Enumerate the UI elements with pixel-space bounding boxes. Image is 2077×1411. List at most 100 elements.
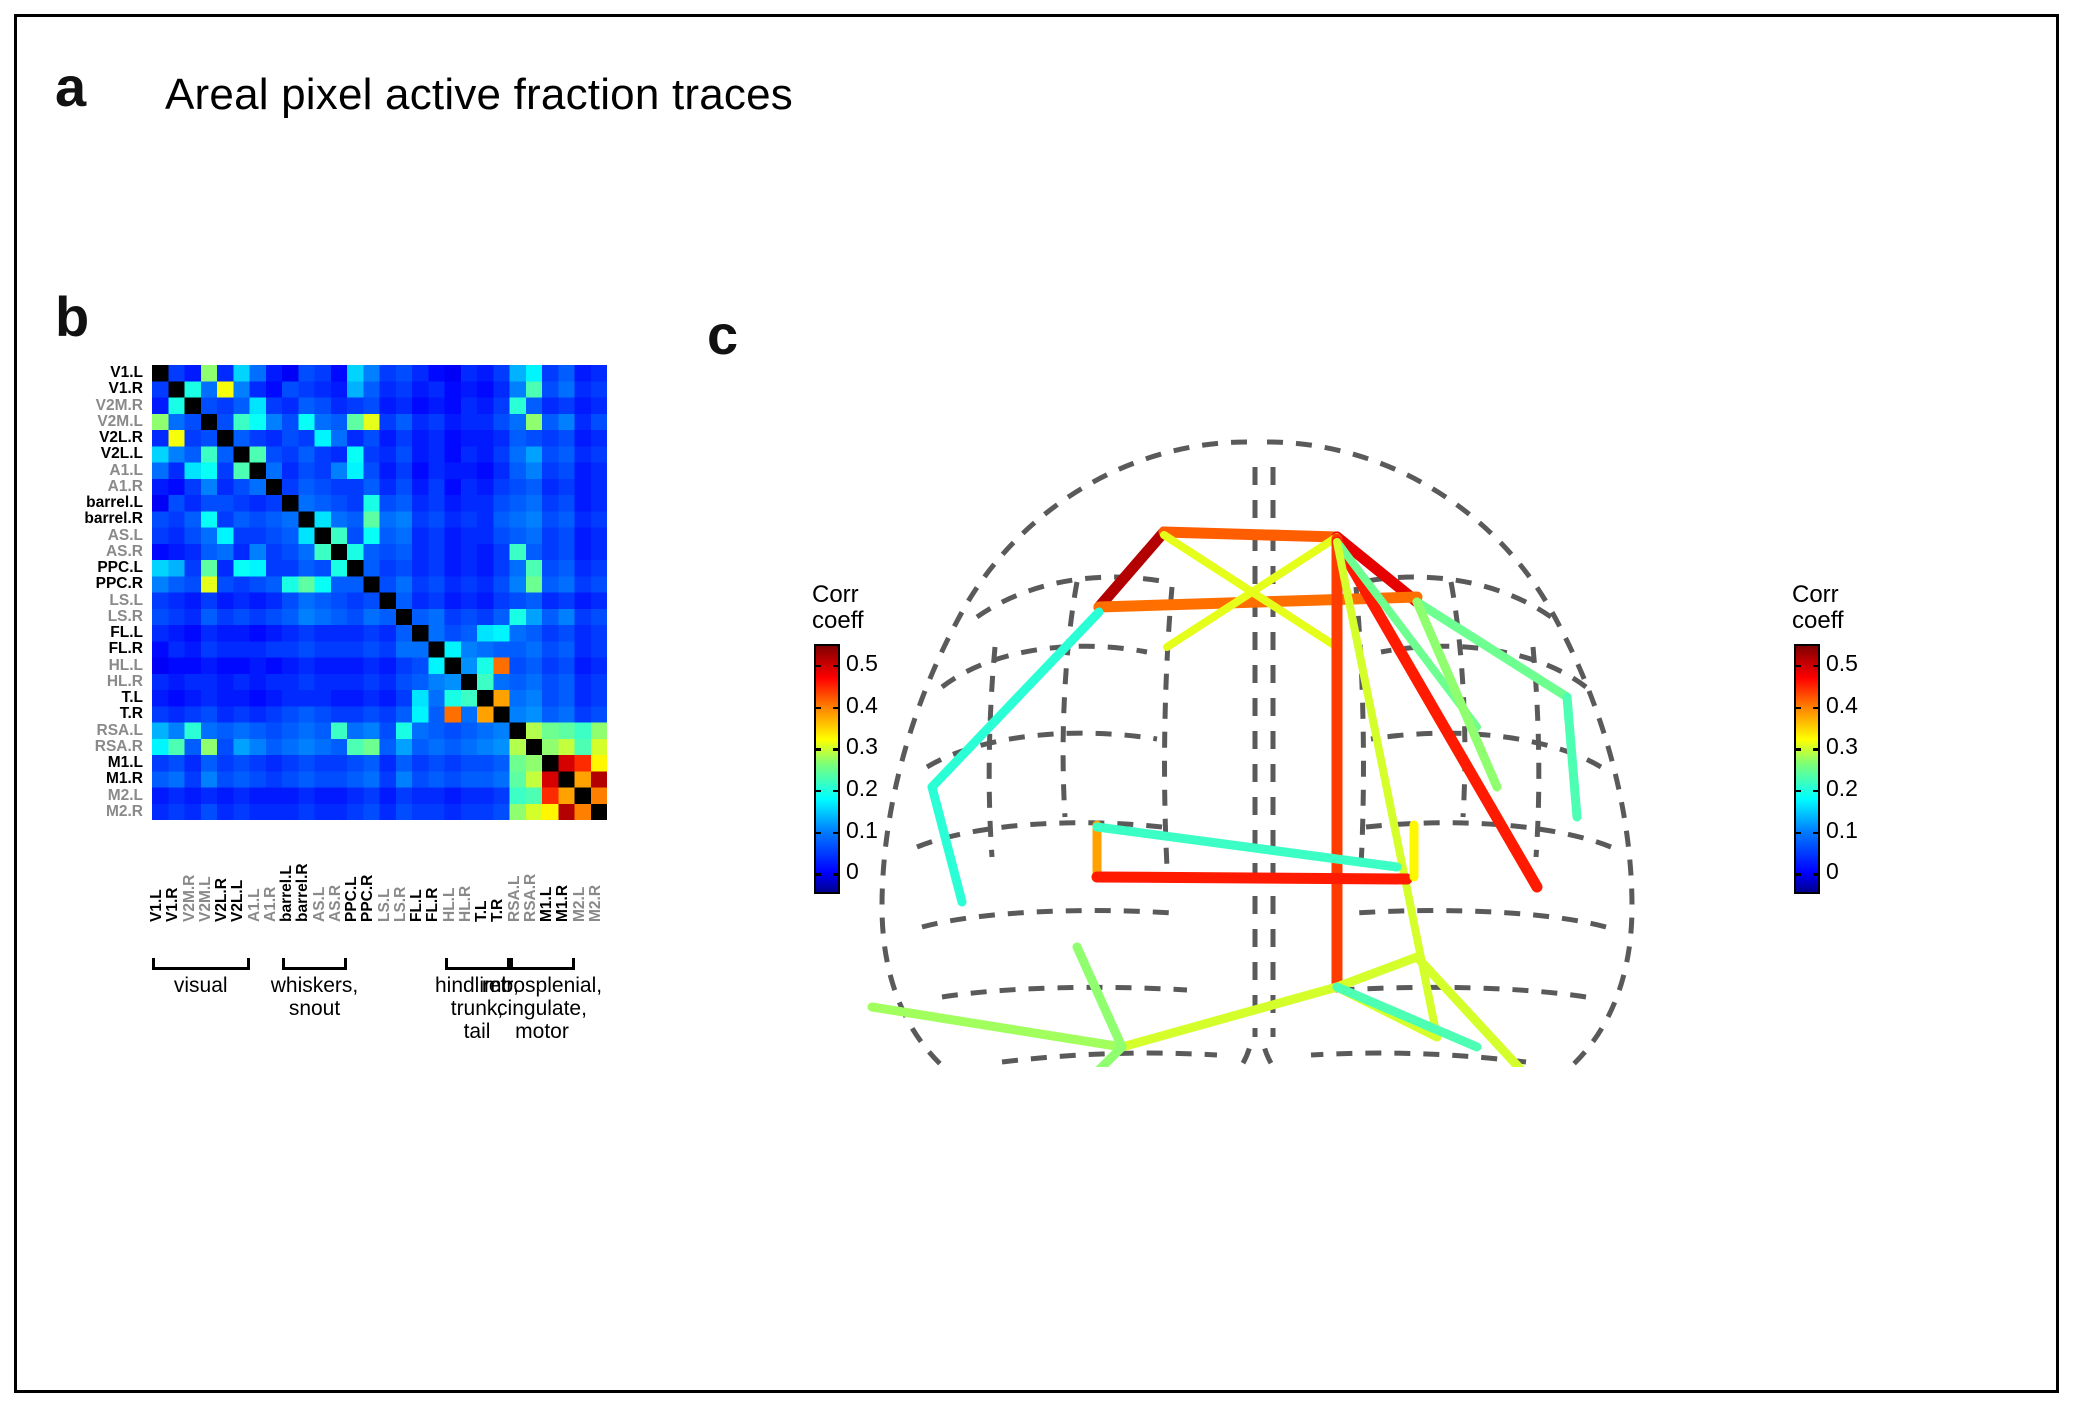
matrix-row-labels: V1.L V1.R V2M.R V2M.L V2L.R V2L.L A1.L A1.R barr…: [17, 364, 147, 820]
network-edge: [927, 607, 1104, 792]
colorbar-tick: [833, 789, 840, 793]
colorbar-tick: [1813, 831, 1820, 834]
matrix-row-label-ppc-r: PPC.R: [95, 575, 143, 593]
colorbar-tick: [833, 831, 840, 834]
colorbar-tick: [1813, 789, 1820, 793]
correlation-matrix[interactable]: [152, 365, 607, 820]
colorbar-tick: [1794, 831, 1801, 834]
matrix-row-label-as-r: AS.R: [105, 542, 143, 560]
colorbar-tick-label: 0.4: [1826, 691, 1858, 718]
panel-letter-a: a: [55, 55, 87, 118]
colorbar-c-gradient: [1794, 644, 1820, 894]
matrix-row-label-a1-l: A1.L: [109, 461, 143, 479]
matrix-col-label-a1-l: A1.L: [245, 888, 263, 922]
group-label-line: tail: [463, 1020, 491, 1043]
colorbar-tick: [814, 873, 821, 876]
colorbar-tick: [814, 664, 821, 668]
group-label-3: retrosplenial, cingulate, motor: [427, 974, 657, 1043]
matrix-col-label-as-l: AS.L: [310, 886, 328, 922]
colorbar-tick: [1794, 748, 1801, 751]
group-bracket-0: [152, 958, 250, 970]
matrix-row-label-t-l: T.L: [121, 689, 143, 707]
matrix-col-label-ppc-r: PPC.R: [359, 874, 377, 922]
network-edge: [1331, 531, 1423, 608]
matrix-row-label-barrel-r: barrel.R: [84, 510, 143, 528]
panel-c-brain-network[interactable]: [777, 347, 1777, 1067]
matrix-row-label-as-l: AS.L: [107, 526, 143, 544]
network-edge: [1163, 533, 1341, 651]
brain-outline-path: [1365, 820, 1612, 850]
group-label-line: motor: [515, 1020, 569, 1043]
colorbar-tick: [814, 789, 821, 793]
network-edges: [867, 526, 1582, 1067]
brain-outline-path: [1355, 908, 1607, 930]
brain-outline-path: [941, 984, 1188, 1000]
brain-outline-dashed: [879, 439, 1635, 1067]
network-edge: [1095, 1042, 1127, 1067]
matrix-col-label-ls-l: LS.L: [375, 888, 393, 922]
group-label-line: retrosplenial,: [481, 974, 603, 997]
matrix-row-label-ls-l: LS.L: [109, 591, 143, 609]
brain-outline-path: [986, 646, 998, 858]
brain-outline-path: [1360, 574, 1553, 620]
matrix-row-label-m2-r: M2.R: [105, 802, 143, 820]
matrix-row-label-ls-r: LS.R: [107, 607, 143, 625]
network-edge: [867, 1002, 1127, 1052]
network-edge: [1332, 952, 1422, 992]
group-bracket-2: [444, 958, 510, 970]
correlation-matrix-wrap: [152, 365, 607, 820]
brain-outline-path: [916, 820, 1163, 850]
matrix-col-label-rsa-l: RSA.L: [505, 875, 523, 923]
network-edge: [1412, 597, 1502, 792]
colorbar-b-gradient: [814, 644, 840, 894]
brain-outline-path: [1310, 1050, 1527, 1065]
matrix-row-label-hl-r: HL.R: [106, 672, 143, 690]
colorbar-tick: [833, 706, 840, 709]
brain-network-svg[interactable]: [777, 347, 1777, 1067]
matrix-col-label-t-r: T.R: [489, 898, 507, 922]
panel-a-title: Areal pixel active fraction traces: [165, 70, 793, 119]
network-edge: [1072, 942, 1127, 1052]
group-label-line: cingulate,: [497, 997, 587, 1020]
matrix-canvas[interactable]: [152, 365, 607, 820]
colorbar-tick: [814, 831, 821, 834]
matrix-row-label-t-r: T.R: [119, 705, 143, 723]
matrix-col-label-barrel-r: barrel.R: [294, 863, 312, 922]
colorbar-tick: [1794, 706, 1801, 709]
colorbar-tick: [1794, 664, 1801, 668]
group-label-line: visual: [173, 974, 228, 997]
brain-outline-path: [921, 908, 1173, 930]
network-edge: [1412, 597, 1572, 702]
group-label-2: hindlimb, trunk, tail: [362, 974, 592, 1043]
panel-letter-b: b: [55, 285, 90, 348]
group-label-line: trunk,: [450, 997, 504, 1020]
matrix-row-label-hl-l: HL.L: [108, 656, 143, 674]
colorbar-tick: [833, 748, 840, 751]
matrix-col-label-m2-r: M2.R: [586, 884, 604, 922]
colorbar-tick-label: 0: [846, 858, 859, 885]
panel-letter-c: c: [707, 303, 739, 366]
colorbar-tick-label: 0.5: [1826, 649, 1858, 676]
brain-outline-path: [1060, 581, 1080, 818]
network-edge: [1158, 526, 1343, 543]
matrix-row-label-ppc-l: PPC.L: [97, 559, 143, 577]
colorbar-tick: [1794, 789, 1801, 793]
colorbar-tick: [833, 664, 840, 668]
colorbar-tick: [1813, 748, 1820, 751]
brain-outline-path: [1530, 646, 1542, 858]
matrix-row-label-v2m-r: V2M.R: [95, 396, 143, 414]
colorbar-tick: [1794, 873, 1801, 876]
network-edge: [1117, 982, 1342, 1052]
matrix-row-label-v1-l: V1.L: [110, 364, 143, 382]
colorbar-tick-label: 0: [1826, 858, 1839, 885]
colorbar-tick: [833, 873, 840, 876]
colorbar-b-title-line2: coeff: [812, 607, 864, 634]
network-edge: [1331, 536, 1543, 893]
matrix-row-label-a1-r: A1.R: [107, 477, 143, 495]
colorbar-tick-label: 0.3: [846, 733, 878, 760]
brain-outline-path: [1001, 1050, 1218, 1065]
matrix-row-label-rsa-r: RSA.R: [94, 737, 143, 755]
group-bracket-3: [509, 958, 575, 970]
matrix-row-label-barrel-l: barrel.L: [86, 494, 143, 512]
matrix-row-label-v2l-l: V2L.L: [100, 445, 143, 463]
